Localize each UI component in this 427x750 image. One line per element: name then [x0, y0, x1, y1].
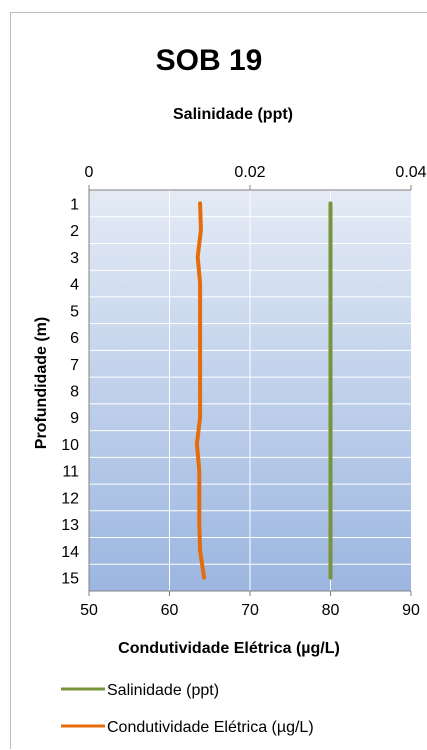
- bottom-axis-title: Condutividade Elétrica (µg/L): [118, 640, 340, 657]
- y-tick-label: 8: [70, 384, 79, 401]
- y-tick-label: 11: [62, 464, 79, 481]
- top-tick-label: 0.02: [234, 164, 265, 181]
- top-axis-title: Salinidade (ppt): [173, 106, 293, 123]
- top-axis-ticks: 0 0.02 0.04: [85, 164, 427, 190]
- y-tick-label: 9: [70, 410, 79, 427]
- bottom-tick-label: 70: [241, 602, 259, 619]
- y-tick-label: 4: [70, 277, 79, 294]
- y-tick-label: 14: [61, 544, 79, 561]
- y-tick-label: 15: [61, 571, 79, 588]
- bottom-tick-label: 80: [322, 602, 340, 619]
- legend-label-condutividade: Condutividade Elétrica (µg/L): [107, 719, 314, 736]
- y-tick-label: 6: [70, 330, 79, 347]
- chart-title: SOB 19: [156, 44, 263, 77]
- y-tick-label: 10: [61, 437, 79, 454]
- bottom-axis-ticks: 50 60 70 80 90: [80, 591, 420, 619]
- legend: Salinidade (ppt) Condutividade Elétrica …: [61, 682, 314, 736]
- bottom-tick-label: 50: [80, 602, 98, 619]
- y-tick-label: 13: [61, 517, 79, 534]
- bottom-tick-label: 60: [161, 602, 179, 619]
- y-tick-label: 7: [70, 357, 79, 374]
- top-tick-label: 0.04: [395, 164, 426, 181]
- y-tick-label: 12: [61, 490, 79, 507]
- y-axis-title: Profundidade (m): [33, 317, 50, 449]
- top-tick-label: 0: [85, 164, 94, 181]
- y-tick-label: 3: [70, 250, 79, 267]
- y-tick-label: 2: [70, 223, 79, 240]
- legend-label-salinidade: Salinidade (ppt): [107, 682, 219, 699]
- y-tick-label: 1: [70, 196, 79, 213]
- bottom-tick-label: 90: [402, 602, 420, 619]
- y-tick-label: 5: [70, 303, 79, 320]
